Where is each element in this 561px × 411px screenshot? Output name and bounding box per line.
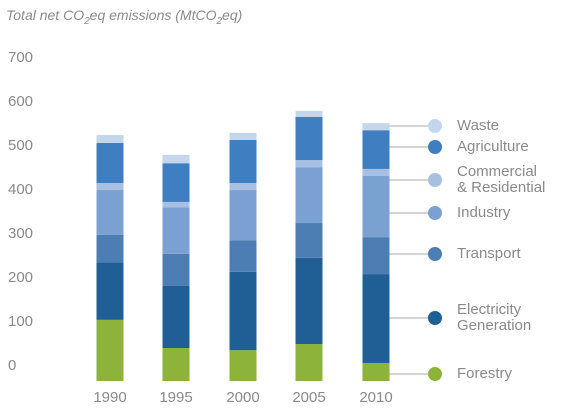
bar-segment	[162, 154, 190, 164]
x-tick-label: 1995	[159, 389, 192, 406]
bar-segment	[295, 257, 323, 345]
y-tick-label: 300	[8, 225, 33, 242]
legend-marker	[428, 367, 442, 381]
bar-segment	[362, 362, 390, 381]
legend-label: Electricity Generation	[457, 301, 531, 334]
x-tick-label: 2005	[292, 389, 325, 406]
bar-segment	[295, 110, 323, 117]
bar-segment	[96, 183, 124, 191]
bar-segment	[162, 253, 190, 286]
legend-label: Agriculture	[457, 138, 529, 155]
legend-marker	[428, 173, 442, 187]
chart-title: Total net CO2eq emissions (MtCO2eq)	[6, 7, 242, 27]
legend-label: Commercial & Residential	[457, 163, 545, 196]
y-tick-label: 400	[8, 181, 33, 198]
y-tick-label: 200	[8, 269, 33, 286]
bar-segment	[96, 234, 124, 263]
bar-segment	[229, 240, 257, 272]
bar-segment	[229, 271, 257, 351]
legend-label: Forestry	[457, 365, 513, 382]
bar-segment	[295, 167, 323, 224]
y-tick-label: 700	[8, 49, 33, 66]
bar-segment	[229, 350, 257, 381]
bar-segment	[362, 175, 390, 238]
bar-segment	[362, 130, 390, 169]
legend-marker	[428, 247, 442, 261]
bar-segment	[162, 285, 190, 348]
y-tick-label: 100	[8, 313, 33, 330]
x-tick-label: 2010	[359, 389, 392, 406]
legend-marker	[428, 140, 442, 154]
y-tick-label: 0	[8, 357, 16, 374]
bar-segment	[162, 163, 190, 202]
bar-segment	[162, 348, 190, 381]
legend-marker	[428, 206, 442, 220]
bar-segment	[362, 168, 390, 176]
bar-segment	[229, 132, 257, 140]
bar-segment	[362, 237, 390, 275]
bar-segment	[162, 207, 190, 254]
bar-segment	[229, 190, 257, 241]
bar-segment	[229, 139, 257, 183]
x-tick-label: 2000	[226, 389, 259, 406]
legend-label: Transport	[457, 245, 521, 262]
legend-marker	[428, 311, 442, 325]
legend-label: Waste	[457, 117, 499, 134]
bar-segment	[229, 183, 257, 191]
bar-segment	[96, 142, 124, 183]
bar-segment	[295, 160, 323, 168]
legend-label: Industry	[457, 204, 511, 221]
x-tick-label: 1990	[93, 389, 126, 406]
bar-segment	[96, 262, 124, 320]
bar-segment	[362, 274, 390, 363]
bar-segment	[362, 123, 390, 131]
bar-segment	[162, 201, 190, 208]
y-tick-label: 600	[8, 93, 33, 110]
bar-segment	[295, 223, 323, 258]
legend-marker	[428, 119, 442, 133]
bar-segment	[96, 190, 124, 235]
y-tick-label: 500	[8, 137, 33, 154]
bar-segment	[295, 117, 323, 161]
bar-segment	[295, 344, 323, 381]
bar-segment	[96, 319, 124, 381]
bar-segment	[96, 135, 124, 143]
